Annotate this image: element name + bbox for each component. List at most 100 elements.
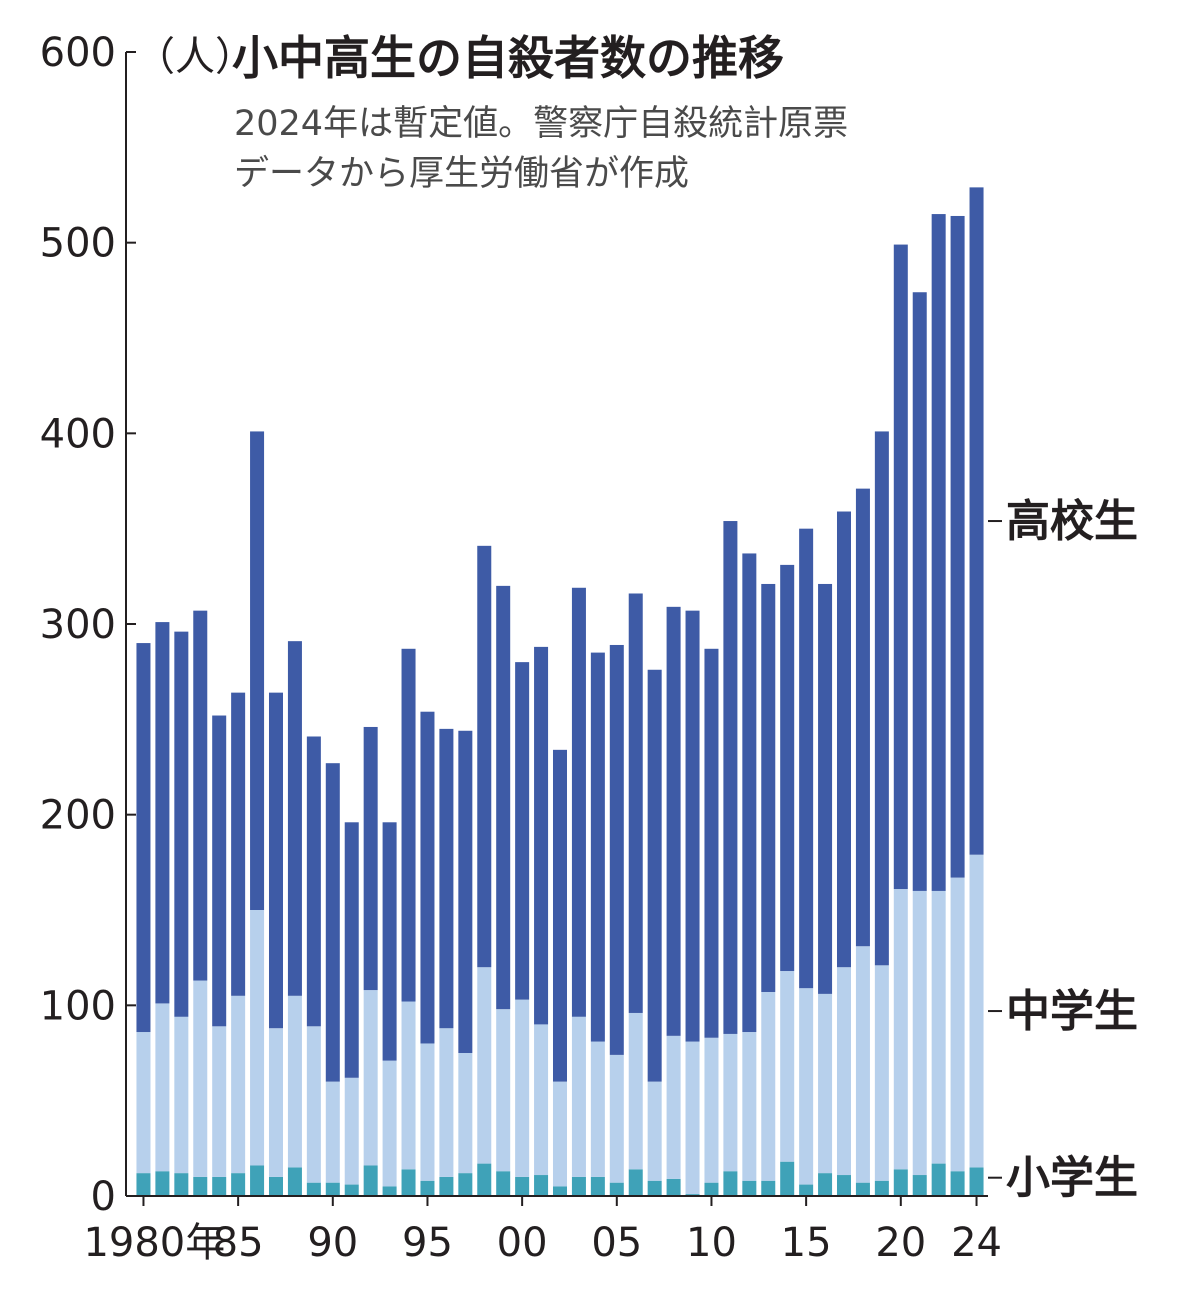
bar-2019-series-0 [874,1180,889,1196]
x-tick-label: 1980年 [83,1220,225,1266]
bar-2024-series-2 [969,187,984,855]
bar-1993-series-2 [382,822,397,1061]
bar-1995-series-0 [420,1180,435,1196]
bar-1984-series-1 [212,1026,227,1177]
bar-1983-series-1 [193,980,208,1177]
y-tick-label: 0 [91,1174,116,1220]
bar-2021-series-2 [912,292,927,891]
bar-1988-series-2 [287,641,302,996]
bar-2000-series-2 [515,662,530,1000]
bar-1986-series-1 [250,910,265,1166]
bar-1992-series-1 [363,990,378,1166]
bar-2018-series-1 [855,946,870,1183]
bar-2022-series-0 [931,1163,946,1196]
bar-1982-series-0 [174,1173,189,1196]
bar-2015-series-1 [799,988,814,1185]
bar-2022-series-1 [931,890,946,1164]
bar-1995-series-1 [420,1043,435,1181]
bar-1983-series-2 [193,610,208,981]
bar-2004-series-0 [590,1176,605,1196]
bar-2015-series-0 [799,1184,814,1196]
bar-2003-series-2 [571,587,586,1017]
y-tick-label: 300 [40,602,116,648]
bar-1993-series-0 [382,1186,397,1196]
bar-2023-series-0 [950,1171,965,1196]
bar-1993-series-1 [382,1060,397,1187]
bar-1998-series-0 [477,1163,492,1196]
bar-2016-series-1 [818,993,833,1174]
bar-1984-series-2 [212,715,227,1027]
bar-2000-series-0 [515,1176,530,1196]
bar-1991-series-0 [344,1184,359,1196]
series-label: 高校生 [1006,496,1138,547]
bar-1985-series-1 [231,995,246,1174]
x-tick-label: 05 [591,1220,642,1266]
bar-1999-series-0 [496,1171,511,1196]
x-tick-label: 24 [951,1220,1002,1266]
x-tick-label: 15 [781,1220,832,1266]
bar-1991-series-2 [344,822,359,1078]
bar-1988-series-0 [287,1167,302,1196]
bar-2012-series-2 [742,553,757,1033]
bar-1997-series-0 [458,1173,473,1196]
bar-2006-series-2 [628,593,643,1013]
bar-1999-series-1 [496,1009,511,1172]
bar-2013-series-2 [761,583,776,992]
bars-layer [136,187,984,1196]
bar-2004-series-1 [590,1041,605,1177]
bar-2016-series-0 [818,1173,833,1196]
bar-2007-series-2 [647,669,662,1082]
bar-1987-series-1 [268,1028,283,1177]
bar-1981-series-1 [155,1003,170,1172]
bar-2011-series-1 [723,1033,738,1172]
bar-1989-series-2 [306,736,321,1027]
bar-2014-series-2 [780,564,795,972]
bar-2017-series-2 [836,511,851,968]
bar-1996-series-1 [439,1028,454,1177]
bar-2009-series-1 [685,1041,700,1195]
chart-subtitle-line-1: 2024年は暫定値。警察庁自殺統計原票 [234,104,848,144]
bar-2014-series-0 [780,1161,795,1196]
bar-2008-series-0 [666,1178,681,1196]
bar-2001-series-1 [534,1024,549,1176]
bar-1983-series-0 [193,1176,208,1196]
series-label: 中学生 [1006,986,1138,1037]
bar-2003-series-0 [571,1176,586,1196]
x-tick-label: 10 [686,1220,737,1266]
bar-2013-series-1 [761,991,776,1181]
bar-2009-series-2 [685,610,700,1042]
bar-1981-series-0 [155,1171,170,1196]
bar-2005-series-1 [609,1054,624,1183]
bar-1997-series-2 [458,730,473,1053]
bar-2013-series-0 [761,1180,776,1196]
bar-2023-series-2 [950,215,965,878]
bar-1985-series-0 [231,1173,246,1196]
bar-2010-series-2 [704,648,719,1038]
bar-2022-series-2 [931,214,946,891]
series-label: 小学生 [1006,1153,1138,1204]
bar-2011-series-2 [723,521,738,1034]
bar-1980-series-1 [136,1032,151,1174]
bar-2018-series-2 [855,488,870,947]
bar-2014-series-1 [780,971,795,1162]
bar-1987-series-2 [268,692,283,1029]
y-axis-layer: 0 100 200 300 400 500 600 [40,30,988,1220]
y-tick-label: 600 [40,30,116,76]
bar-1985-series-2 [231,692,246,996]
bar-2021-series-1 [912,890,927,1176]
bar-2016-series-2 [818,583,833,994]
bar-1990-series-0 [325,1182,340,1196]
bar-2008-series-2 [666,606,681,1036]
bar-2020-series-0 [893,1169,908,1196]
bar-2002-series-0 [552,1186,567,1196]
bar-2015-series-2 [799,528,814,989]
bar-2017-series-1 [836,967,851,1176]
bar-2019-series-2 [874,431,889,966]
bar-1998-series-2 [477,545,492,968]
bar-1989-series-0 [306,1182,321,1196]
bar-2005-series-2 [609,644,624,1055]
bar-1999-series-2 [496,585,511,1010]
bar-1986-series-0 [250,1165,265,1196]
